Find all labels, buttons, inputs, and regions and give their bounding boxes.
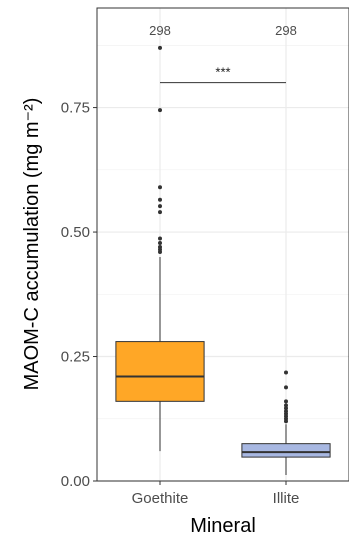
y-tick-label: 0.25 — [61, 349, 90, 366]
outlier-point — [158, 45, 162, 50]
y-axis-title: MAOM-C accumulation (mg m⁻²) — [21, 98, 43, 391]
outlier-point — [284, 419, 288, 424]
outlier-point — [284, 406, 288, 411]
outlier-point — [284, 370, 288, 375]
significance-label: *** — [215, 65, 230, 80]
box-iqr — [241, 443, 331, 458]
significance-annotation: *** — [160, 65, 286, 84]
outlier-point — [158, 249, 162, 254]
outlier-point — [284, 399, 288, 404]
outlier-point — [158, 197, 162, 202]
y-tick-label: 0.50 — [61, 224, 90, 241]
x-axis-title: Mineral — [190, 515, 256, 537]
box-illite — [241, 370, 331, 476]
outlier-point — [158, 204, 162, 209]
box-iqr — [115, 341, 205, 402]
outlier-point — [158, 108, 162, 113]
x-tick-label: Goethite — [132, 490, 189, 507]
y-tick-label: 0.00 — [61, 473, 90, 490]
panel-border — [96, 7, 349, 482]
x-axis: Goethite Illite — [132, 481, 300, 507]
box-goethite — [115, 45, 205, 452]
count-label-goethite: 298 — [149, 23, 171, 38]
outlier-point — [158, 210, 162, 215]
x-tick-label: Illite — [273, 490, 300, 507]
panel-background — [97, 8, 349, 481]
y-tick-label: 0.75 — [61, 100, 90, 117]
outlier-point — [158, 236, 162, 241]
sample-size-labels: 298 298 — [149, 23, 297, 38]
outlier-point — [284, 385, 288, 390]
count-label-illite: 298 — [275, 23, 297, 38]
outlier-point — [158, 241, 162, 246]
y-axis: 0.00 0.25 0.50 0.75 — [61, 100, 97, 490]
outlier-point — [284, 403, 288, 408]
outlier-point — [158, 185, 162, 190]
box-plots — [115, 45, 331, 476]
